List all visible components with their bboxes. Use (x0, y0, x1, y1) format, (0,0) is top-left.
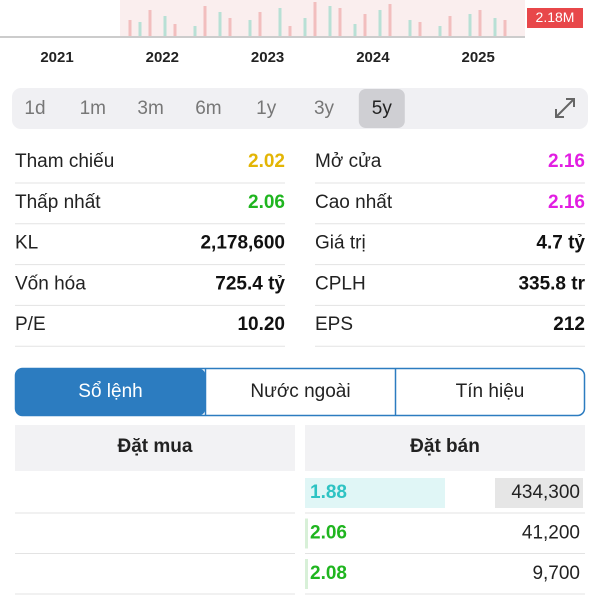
stat-label: Giá trị (315, 233, 366, 254)
tab-active (15, 368, 206, 416)
book-header: Đặt bán (410, 436, 480, 457)
period-option[interactable]: 1y (256, 98, 277, 119)
stat-value: 2,178,600 (200, 233, 285, 254)
volume-highlight (495, 478, 583, 508)
stat-value: 335.8 tr (518, 273, 585, 294)
ask-price: 2.06 (310, 523, 347, 544)
stat-label: Vốn hóa (15, 273, 86, 294)
stat-label: Mở cửa (315, 151, 382, 172)
stat-label: CPLH (315, 273, 366, 294)
stat-label: KL (15, 233, 38, 254)
book-header: Đặt mua (118, 436, 193, 457)
tab[interactable]: Sổ lệnh (78, 381, 142, 402)
period-option[interactable]: 5y (372, 98, 393, 119)
volume-label: 2.18M (536, 9, 575, 25)
volume-bars (138, 6, 497, 36)
stat-value: 725.4 tỷ (215, 273, 285, 294)
book-header-bg (305, 425, 585, 471)
tab[interactable]: Nước ngoài (250, 381, 350, 402)
book-header-bg (15, 425, 295, 471)
period-selected (358, 89, 405, 128)
volume-texture (120, 0, 525, 36)
stat-label: Cao nhất (315, 192, 393, 213)
stat-value: 2.16 (548, 192, 585, 213)
stat-value: 2.16 (548, 151, 585, 172)
stat-label: P/E (15, 314, 46, 335)
period-option[interactable]: 6m (195, 98, 221, 119)
stat-label: EPS (315, 314, 353, 335)
stat-label: Thấp nhất (15, 192, 101, 213)
year-label: 2022 (146, 49, 179, 66)
volume-bars (128, 2, 507, 36)
price-depth-bar (305, 559, 308, 589)
year-label: 2021 (40, 49, 73, 66)
stat-value: 2.06 (248, 192, 285, 213)
ask-price: 2.08 (310, 563, 347, 584)
period-option[interactable]: 1m (80, 98, 106, 119)
expand-icon[interactable] (555, 98, 575, 118)
volume-tag (527, 8, 583, 28)
ask-volume: 434,300 (511, 482, 580, 503)
year-label: 2025 (462, 49, 495, 66)
price-depth-bar (305, 478, 445, 508)
period-bar (12, 88, 588, 129)
stat-value: 10.20 (237, 314, 285, 335)
volume-band (120, 0, 525, 36)
year-label: 2023 (251, 49, 284, 66)
ask-price: 1.88 (310, 482, 347, 503)
stat-value: 4.7 tỷ (536, 233, 585, 254)
stat-value: 212 (553, 314, 585, 335)
tab[interactable]: Tín hiệu (456, 381, 525, 402)
stat-value: 2.02 (248, 151, 285, 172)
period-option[interactable]: 3m (137, 98, 163, 119)
stat-label: Tham chiếu (15, 151, 114, 172)
period-option[interactable]: 1d (24, 98, 45, 119)
ask-volume: 9,700 (532, 563, 580, 584)
ask-volume: 41,200 (522, 523, 580, 544)
period-option[interactable]: 3y (314, 98, 335, 119)
price-depth-bar (305, 518, 308, 549)
year-label: 2024 (356, 49, 390, 66)
